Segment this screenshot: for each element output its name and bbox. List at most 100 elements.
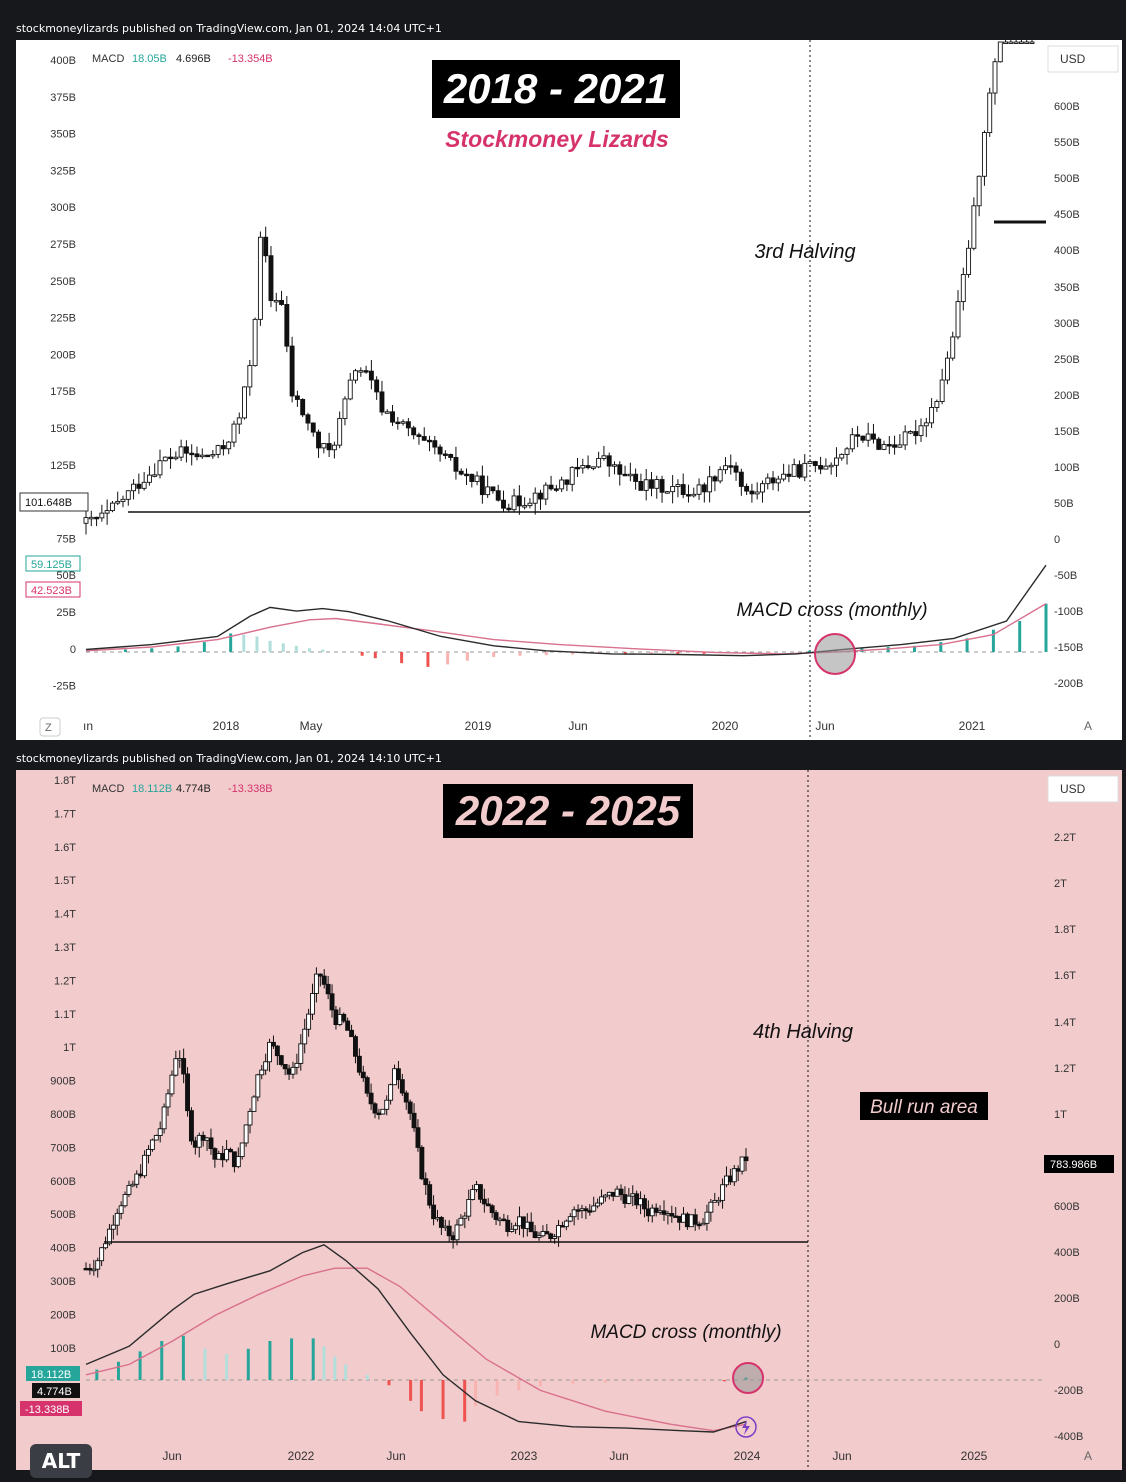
candle-body: [329, 993, 335, 1011]
candle-body: [720, 1184, 726, 1201]
alt-badge[interactable]: ALT: [30, 1444, 92, 1478]
chart-svg-bottom: 1.8T 1.7T 1.6T 1.5T 1.4T 1.3T 1.2T 1.1T 1T 900B 80…: [20, 770, 1119, 1470]
macd-histogram-bar: [701, 1380, 705, 1381]
candle-body: [279, 300, 284, 305]
macd-tag-box: [26, 1366, 80, 1381]
chart-panel-2022-2025[interactable]: 1.8T 1.7T 1.6T 1.5T 1.4T 1.3T 1.2T 1.1T 1T 900B 80…: [16, 770, 1122, 1470]
candle-body: [587, 1210, 593, 1213]
macd-histogram-bar: [426, 652, 430, 667]
macd-histogram-bar: [409, 1380, 413, 1401]
macd-histogram-bar: [965, 638, 969, 652]
candle-body: [669, 1213, 675, 1217]
candle-body: [723, 465, 728, 471]
candle-body: [716, 1199, 722, 1203]
candle-body: [708, 1201, 714, 1213]
candle-body: [839, 453, 845, 459]
macd-tag: 4.774B: [37, 1386, 72, 1398]
candle-body: [130, 1183, 136, 1187]
candle-body: [540, 1231, 546, 1237]
candle-body: [692, 1214, 698, 1225]
macd-signal-line: [85, 1267, 747, 1432]
chart-panel-2018-2021[interactable]: 400B 375B 350B 325B 300B 275B 250B 225B 200B 175B…: [16, 0, 1122, 740]
lightning-icon: [742, 1420, 750, 1435]
candle-body: [634, 1193, 640, 1206]
candle-body: [306, 1013, 312, 1030]
candle-body: [501, 1218, 507, 1222]
candle-body: [122, 1194, 128, 1207]
candle-body: [208, 1137, 214, 1150]
candle-body: [161, 1106, 167, 1130]
candle-body: [263, 1061, 269, 1071]
candle-body: [196, 1134, 202, 1148]
left-axis-tick: 1.5T: [54, 875, 76, 887]
candle-body: [99, 512, 105, 519]
macd-histogram-bar: [322, 1346, 326, 1380]
right-axis-tick: 1.6T: [1054, 970, 1076, 982]
candle-body: [199, 454, 205, 458]
candle-body: [273, 300, 279, 303]
candle-body: [517, 1216, 522, 1227]
candle-body: [210, 453, 216, 457]
candle-body: [235, 1156, 241, 1168]
candle-body: [268, 255, 274, 301]
candle-body: [415, 1127, 421, 1148]
candle-body: [462, 1215, 468, 1219]
currency-box: [1047, 775, 1119, 803]
candle-body: [431, 1204, 437, 1220]
candle-body: [165, 1093, 171, 1108]
right-axis-tick: 500B: [1054, 173, 1080, 185]
candle-body: [321, 443, 327, 449]
candle-body: [313, 973, 319, 994]
macd-histogram-bar: [991, 629, 995, 652]
candle-body: [743, 1156, 749, 1162]
candle-body: [552, 1236, 558, 1239]
macd-tag: 42.523B: [31, 585, 72, 597]
x-axis-tick: 2021: [959, 719, 986, 733]
candle-body: [173, 1058, 179, 1076]
candle-body: [823, 465, 829, 470]
left-axis-tick: 1.8T: [54, 775, 76, 787]
candle-body: [450, 1235, 456, 1241]
x-axis-tick: 2024: [734, 1449, 761, 1463]
candle-body: [141, 481, 147, 489]
macd-histogram-bar: [203, 1348, 207, 1380]
candle-body: [341, 1013, 347, 1022]
macd-line: [85, 564, 1047, 657]
candle-body: [701, 484, 707, 493]
candle-body: [153, 1135, 159, 1141]
candle-body: [657, 1210, 663, 1213]
candle-body: [749, 490, 755, 495]
candle-body: [579, 1208, 585, 1211]
macd-histogram-bar: [281, 643, 285, 652]
candle-body: [278, 1055, 284, 1065]
candle-body: [395, 421, 401, 425]
candle-body: [585, 465, 591, 469]
candle-body: [567, 1216, 573, 1222]
macd-legend-value: 4.774B: [176, 783, 211, 795]
candle-body: [331, 444, 337, 451]
right-axis-tick: 0: [1054, 534, 1060, 546]
candle-body: [497, 1218, 503, 1222]
candle-body: [138, 1173, 144, 1177]
candle-body: [432, 440, 438, 448]
candle-body: [419, 1146, 425, 1180]
candle-body: [353, 1036, 358, 1057]
candle-body: [185, 1073, 190, 1112]
candle-body: [88, 516, 94, 520]
candle-body: [379, 391, 385, 413]
candle-body: [527, 502, 533, 507]
candle-body: [407, 1101, 413, 1114]
candle-body: [437, 446, 443, 455]
left-axis-tick: 50B: [56, 570, 76, 582]
candle-body: [126, 1185, 132, 1195]
candle-body: [712, 1200, 718, 1203]
candle-body: [688, 1214, 694, 1228]
candle-body: [591, 1205, 597, 1212]
candle-body: [317, 973, 323, 977]
candle-body: [353, 370, 358, 381]
macd-cross-label: MACD cross (monthly): [590, 1322, 781, 1343]
candle-body: [490, 486, 496, 492]
candle-body: [131, 483, 137, 492]
right-axis-tick: 1.2T: [1054, 1063, 1076, 1075]
left-axis-tick: 0: [70, 644, 76, 656]
